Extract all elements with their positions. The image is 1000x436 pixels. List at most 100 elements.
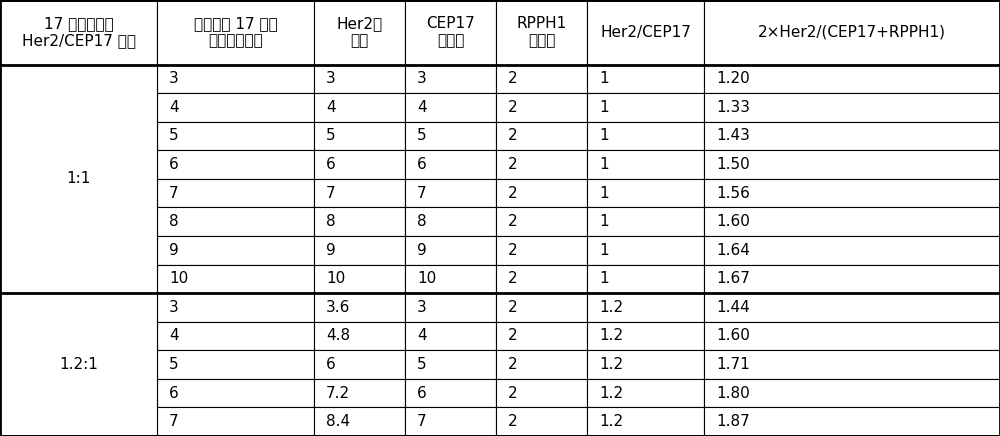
Bar xyxy=(496,208,587,236)
Text: 1.60: 1.60 xyxy=(716,214,750,229)
Bar xyxy=(587,93,704,122)
Text: 2×Her2/(CEP17+RPPH1): 2×Her2/(CEP17+RPPH1) xyxy=(758,25,946,40)
Bar xyxy=(157,265,314,293)
Bar xyxy=(496,322,587,350)
Bar xyxy=(405,293,496,322)
Text: 2: 2 xyxy=(508,186,518,201)
Text: 1.2: 1.2 xyxy=(599,385,623,401)
Bar xyxy=(704,93,1000,122)
Text: 5: 5 xyxy=(417,357,427,372)
Text: 1.33: 1.33 xyxy=(716,100,750,115)
Text: 2: 2 xyxy=(508,214,518,229)
Bar xyxy=(405,236,496,265)
Text: 5: 5 xyxy=(169,357,179,372)
Bar xyxy=(405,0,496,65)
Text: 9: 9 xyxy=(326,243,336,258)
Text: 7: 7 xyxy=(169,186,179,201)
Text: 1.2: 1.2 xyxy=(599,328,623,344)
Text: 1.2: 1.2 xyxy=(599,414,623,429)
Text: 1.71: 1.71 xyxy=(716,357,750,372)
Text: 9: 9 xyxy=(169,243,179,258)
Bar xyxy=(704,179,1000,208)
Text: 单个细胞 17 号染
色体多体情况: 单个细胞 17 号染 色体多体情况 xyxy=(194,16,277,48)
Text: 10: 10 xyxy=(326,271,345,286)
Bar xyxy=(405,407,496,436)
Bar xyxy=(157,293,314,322)
Text: 5: 5 xyxy=(169,129,179,143)
Text: 2: 2 xyxy=(508,300,518,315)
Text: 1: 1 xyxy=(599,100,609,115)
Text: 10: 10 xyxy=(169,271,188,286)
Text: 4: 4 xyxy=(326,100,336,115)
Bar xyxy=(157,236,314,265)
Bar xyxy=(587,379,704,407)
Bar xyxy=(314,236,405,265)
Bar xyxy=(157,122,314,150)
Text: 3: 3 xyxy=(169,300,179,315)
Text: 1: 1 xyxy=(599,157,609,172)
Bar xyxy=(314,407,405,436)
Bar xyxy=(587,265,704,293)
Text: 6: 6 xyxy=(417,385,427,401)
Bar xyxy=(496,350,587,379)
Bar xyxy=(496,236,587,265)
Text: 5: 5 xyxy=(417,129,427,143)
Text: 6: 6 xyxy=(326,157,336,172)
Bar xyxy=(314,0,405,65)
Text: 5: 5 xyxy=(326,129,336,143)
Bar xyxy=(405,150,496,179)
Bar xyxy=(587,0,704,65)
Text: 6: 6 xyxy=(326,357,336,372)
Bar xyxy=(157,208,314,236)
Bar xyxy=(157,179,314,208)
Text: 7.2: 7.2 xyxy=(326,385,350,401)
Bar xyxy=(704,150,1000,179)
Text: 6: 6 xyxy=(169,157,179,172)
Text: 7: 7 xyxy=(326,186,336,201)
Bar xyxy=(704,236,1000,265)
Bar xyxy=(704,293,1000,322)
Bar xyxy=(157,322,314,350)
Bar xyxy=(157,0,314,65)
Bar xyxy=(587,179,704,208)
Bar xyxy=(314,150,405,179)
Bar xyxy=(314,122,405,150)
Text: 2: 2 xyxy=(508,129,518,143)
Bar xyxy=(157,407,314,436)
Bar xyxy=(496,179,587,208)
Text: 8: 8 xyxy=(417,214,427,229)
Text: 2: 2 xyxy=(508,271,518,286)
Bar xyxy=(405,93,496,122)
Bar xyxy=(704,122,1000,150)
Bar xyxy=(314,350,405,379)
Bar xyxy=(496,65,587,93)
Bar xyxy=(405,179,496,208)
Text: 2: 2 xyxy=(508,414,518,429)
Bar xyxy=(704,65,1000,93)
Text: 2: 2 xyxy=(508,243,518,258)
Bar xyxy=(314,93,405,122)
Text: 2: 2 xyxy=(508,385,518,401)
Bar xyxy=(314,179,405,208)
Text: 3: 3 xyxy=(417,300,427,315)
Bar xyxy=(405,208,496,236)
Text: 1.44: 1.44 xyxy=(716,300,750,315)
Text: 1: 1 xyxy=(599,129,609,143)
Text: 1.50: 1.50 xyxy=(716,157,750,172)
Bar xyxy=(314,208,405,236)
Text: 2: 2 xyxy=(508,328,518,344)
Text: 4: 4 xyxy=(417,100,427,115)
Bar xyxy=(157,350,314,379)
Bar xyxy=(587,65,704,93)
Text: 1:1: 1:1 xyxy=(66,171,91,186)
Bar xyxy=(704,350,1000,379)
Bar xyxy=(587,407,704,436)
Bar xyxy=(496,407,587,436)
Bar xyxy=(587,122,704,150)
Bar xyxy=(587,293,704,322)
Text: 8.4: 8.4 xyxy=(326,414,350,429)
Text: 7: 7 xyxy=(169,414,179,429)
Text: 1.2: 1.2 xyxy=(599,300,623,315)
Bar xyxy=(587,208,704,236)
Text: CEP17
拷贝数: CEP17 拷贝数 xyxy=(426,16,475,48)
